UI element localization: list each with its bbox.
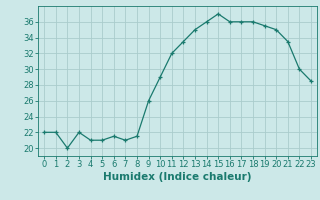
X-axis label: Humidex (Indice chaleur): Humidex (Indice chaleur): [103, 172, 252, 182]
